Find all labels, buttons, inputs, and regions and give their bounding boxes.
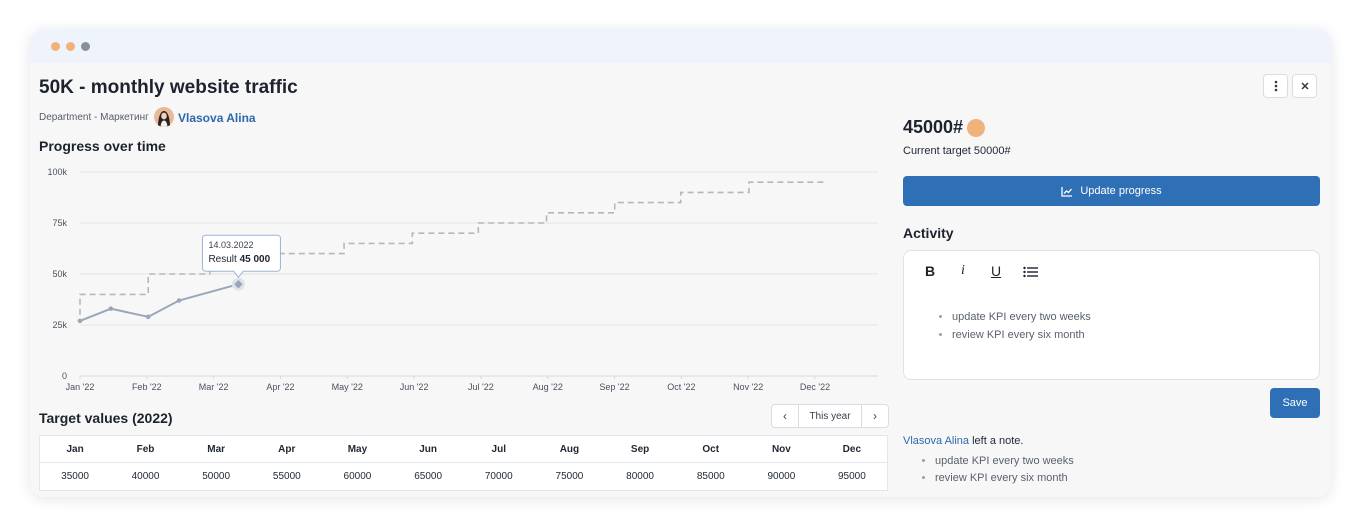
x-tick-label: Mar '22 (199, 382, 229, 392)
x-tick-label: Feb '22 (132, 382, 162, 392)
target-value-cell: 40000 (131, 471, 160, 482)
bullet-list-icon[interactable] (1023, 265, 1038, 281)
window-titlebar (30, 29, 1331, 63)
close-icon[interactable] (1292, 74, 1317, 98)
tooltip-result-label: Result (208, 254, 239, 265)
progress-section-title: Progress over time (39, 138, 166, 154)
target-value-cell: 50000 (202, 471, 231, 482)
activity-title: Activity (903, 225, 954, 241)
month-header: Oct (675, 435, 747, 463)
editor-list: update KPI every two weeks review KPI ev… (952, 308, 1091, 344)
note-action: left a note. (969, 435, 1024, 447)
window-minimize-dot[interactable] (66, 42, 75, 51)
target-value-cell: 35000 (61, 471, 89, 482)
y-tick-label: 25k (52, 320, 67, 330)
y-tick-label: 50k (52, 269, 67, 279)
update-progress-button[interactable]: Update progress (903, 176, 1320, 206)
underline-button[interactable]: U (991, 263, 1002, 279)
target-value-cell: 85000 (696, 471, 725, 482)
result-point (234, 279, 243, 289)
x-tick-label: Sep '22 (599, 382, 629, 392)
x-tick-label: Nov '22 (733, 382, 763, 392)
month-header: Nov (746, 435, 817, 463)
target-value-cell: 65000 (414, 471, 443, 482)
x-tick-label: Jul '22 (468, 382, 494, 392)
window-maximize-dot[interactable] (81, 42, 90, 51)
department-label: Department - Маркетинг (39, 112, 149, 123)
month-header: Mar (180, 435, 252, 463)
month-header: Jul (463, 435, 535, 463)
target-value-cell: 95000 (837, 471, 866, 482)
target-value-cell: 80000 (626, 471, 654, 482)
goal-title: 50K - monthly website traffic (39, 77, 298, 98)
update-progress-label: Update progress (1080, 185, 1162, 197)
y-tick-label: 100k (47, 167, 67, 177)
chart-icon (1061, 186, 1073, 197)
save-button[interactable]: Save (1270, 388, 1320, 418)
values-row: 35000 40000 50000 55000 60000 65000 70000 75000… (40, 463, 888, 491)
owner-avatar[interactable] (154, 107, 174, 127)
month-header: Apr (251, 435, 323, 463)
target-value-cell: 70000 (484, 471, 513, 482)
result-point (77, 318, 83, 324)
x-tick-label: Apr '22 (266, 382, 294, 392)
current-value-row: 45000# (903, 117, 986, 138)
period-pager: ‹ This year › (771, 404, 889, 428)
x-tick-label: Oct '22 (667, 382, 695, 392)
chevron-left-icon[interactable]: ‹ (783, 409, 787, 423)
x-tick-label: Jun '22 (400, 382, 429, 392)
x-tick-label: Jan '22 (66, 382, 95, 392)
tooltip-result-value: 45 000 (240, 254, 271, 265)
month-header: May (322, 435, 393, 463)
editor-list-item: review KPI every six month (952, 326, 1091, 344)
note-editor[interactable]: B i U update KPI every two weeks review … (903, 250, 1320, 380)
bold-button[interactable]: B (925, 263, 936, 279)
tooltip-result: Result 45 000 (208, 254, 270, 265)
x-tick-label: May '22 (332, 382, 363, 392)
target-value-cell: 90000 (767, 471, 796, 482)
goal-window: 50K - monthly website traffic Department… (30, 29, 1331, 497)
note-list: update KPI every two weeks review KPI ev… (935, 453, 1074, 487)
month-header: Aug (534, 435, 605, 463)
activity-note: Vlasova Alina left a note. (903, 435, 1023, 447)
progress-chart: 0 25k 50k 75k 100k Jan '22 Feb '22 Mar '22 Apr '… (47, 167, 878, 392)
target-values-table: Jan Feb Mar Apr May Jun Jul Aug Sep Oct Nov Dec 350… (39, 435, 888, 491)
month-header: Jun (392, 435, 464, 463)
owner-link[interactable]: Vlasova Alina (178, 111, 256, 125)
target-step-line (79, 181, 824, 315)
x-tick-label: Dec '22 (800, 382, 830, 392)
current-target: Current target 50000# (903, 145, 1011, 157)
window-close-dot[interactable] (51, 42, 60, 51)
y-tick-label: 0 (62, 371, 67, 381)
note-author-link[interactable]: Vlasova Alina (903, 435, 970, 447)
result-line (79, 283, 239, 322)
x-tick-label: Aug '22 (533, 382, 563, 392)
more-vertical-icon[interactable] (1263, 74, 1288, 98)
month-header: Feb (110, 435, 181, 463)
editor-list-item: update KPI every two weeks (952, 308, 1091, 326)
period-label[interactable]: This year (798, 405, 862, 427)
italic-button[interactable]: i (961, 263, 965, 278)
note-list-item: review KPI every six month (935, 470, 1074, 487)
status-indicator (967, 118, 986, 137)
note-list-item: update KPI every two weeks (935, 453, 1074, 470)
month-header: Sep (604, 435, 676, 463)
chevron-right-icon[interactable]: › (873, 409, 877, 423)
target-value-cell: 75000 (555, 471, 584, 482)
tooltip-date: 14.03.2022 (208, 240, 253, 250)
targets-section-title: Target values (2022) (39, 410, 173, 426)
result-point (176, 298, 182, 303)
target-value-cell: 60000 (343, 471, 372, 482)
target-value-cell: 55000 (272, 471, 301, 482)
months-header-row: Jan Feb Mar Apr May Jun Jul Aug Sep Oct Nov Dec (39, 435, 888, 463)
result-point (108, 306, 114, 311)
y-tick-label: 75k (52, 218, 67, 228)
current-value: 45000# (903, 117, 964, 137)
month-header: Dec (816, 435, 888, 463)
tooltip-pointer (233, 270, 244, 278)
month-header: Jan (39, 435, 111, 463)
result-point (145, 314, 151, 320)
